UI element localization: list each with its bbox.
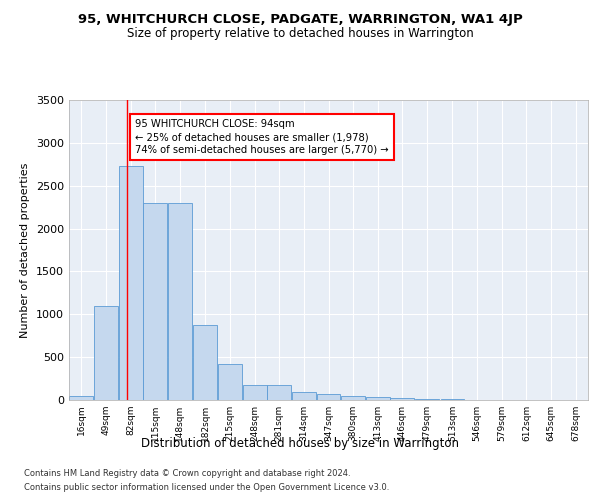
- Bar: [218, 364, 242, 400]
- Bar: [267, 386, 291, 400]
- Bar: [317, 394, 340, 400]
- Bar: [366, 398, 390, 400]
- Bar: [143, 203, 167, 400]
- Bar: [242, 386, 266, 400]
- Bar: [391, 398, 415, 400]
- Bar: [70, 396, 93, 400]
- Bar: [440, 399, 464, 400]
- Text: 95 WHITCHURCH CLOSE: 94sqm
← 25% of detached houses are smaller (1,978)
74% of s: 95 WHITCHURCH CLOSE: 94sqm ← 25% of deta…: [136, 119, 389, 156]
- Text: Distribution of detached houses by size in Warrington: Distribution of detached houses by size …: [141, 438, 459, 450]
- Text: Size of property relative to detached houses in Warrington: Size of property relative to detached ho…: [127, 28, 473, 40]
- Bar: [292, 392, 316, 400]
- Text: 95, WHITCHURCH CLOSE, PADGATE, WARRINGTON, WA1 4JP: 95, WHITCHURCH CLOSE, PADGATE, WARRINGTO…: [77, 12, 523, 26]
- Bar: [94, 306, 118, 400]
- Bar: [119, 166, 143, 400]
- Bar: [415, 399, 439, 400]
- Text: Contains HM Land Registry data © Crown copyright and database right 2024.: Contains HM Land Registry data © Crown c…: [24, 468, 350, 477]
- Text: Contains public sector information licensed under the Open Government Licence v3: Contains public sector information licen…: [24, 484, 389, 492]
- Y-axis label: Number of detached properties: Number of detached properties: [20, 162, 31, 338]
- Bar: [168, 203, 192, 400]
- Bar: [341, 396, 365, 400]
- Bar: [193, 326, 217, 400]
